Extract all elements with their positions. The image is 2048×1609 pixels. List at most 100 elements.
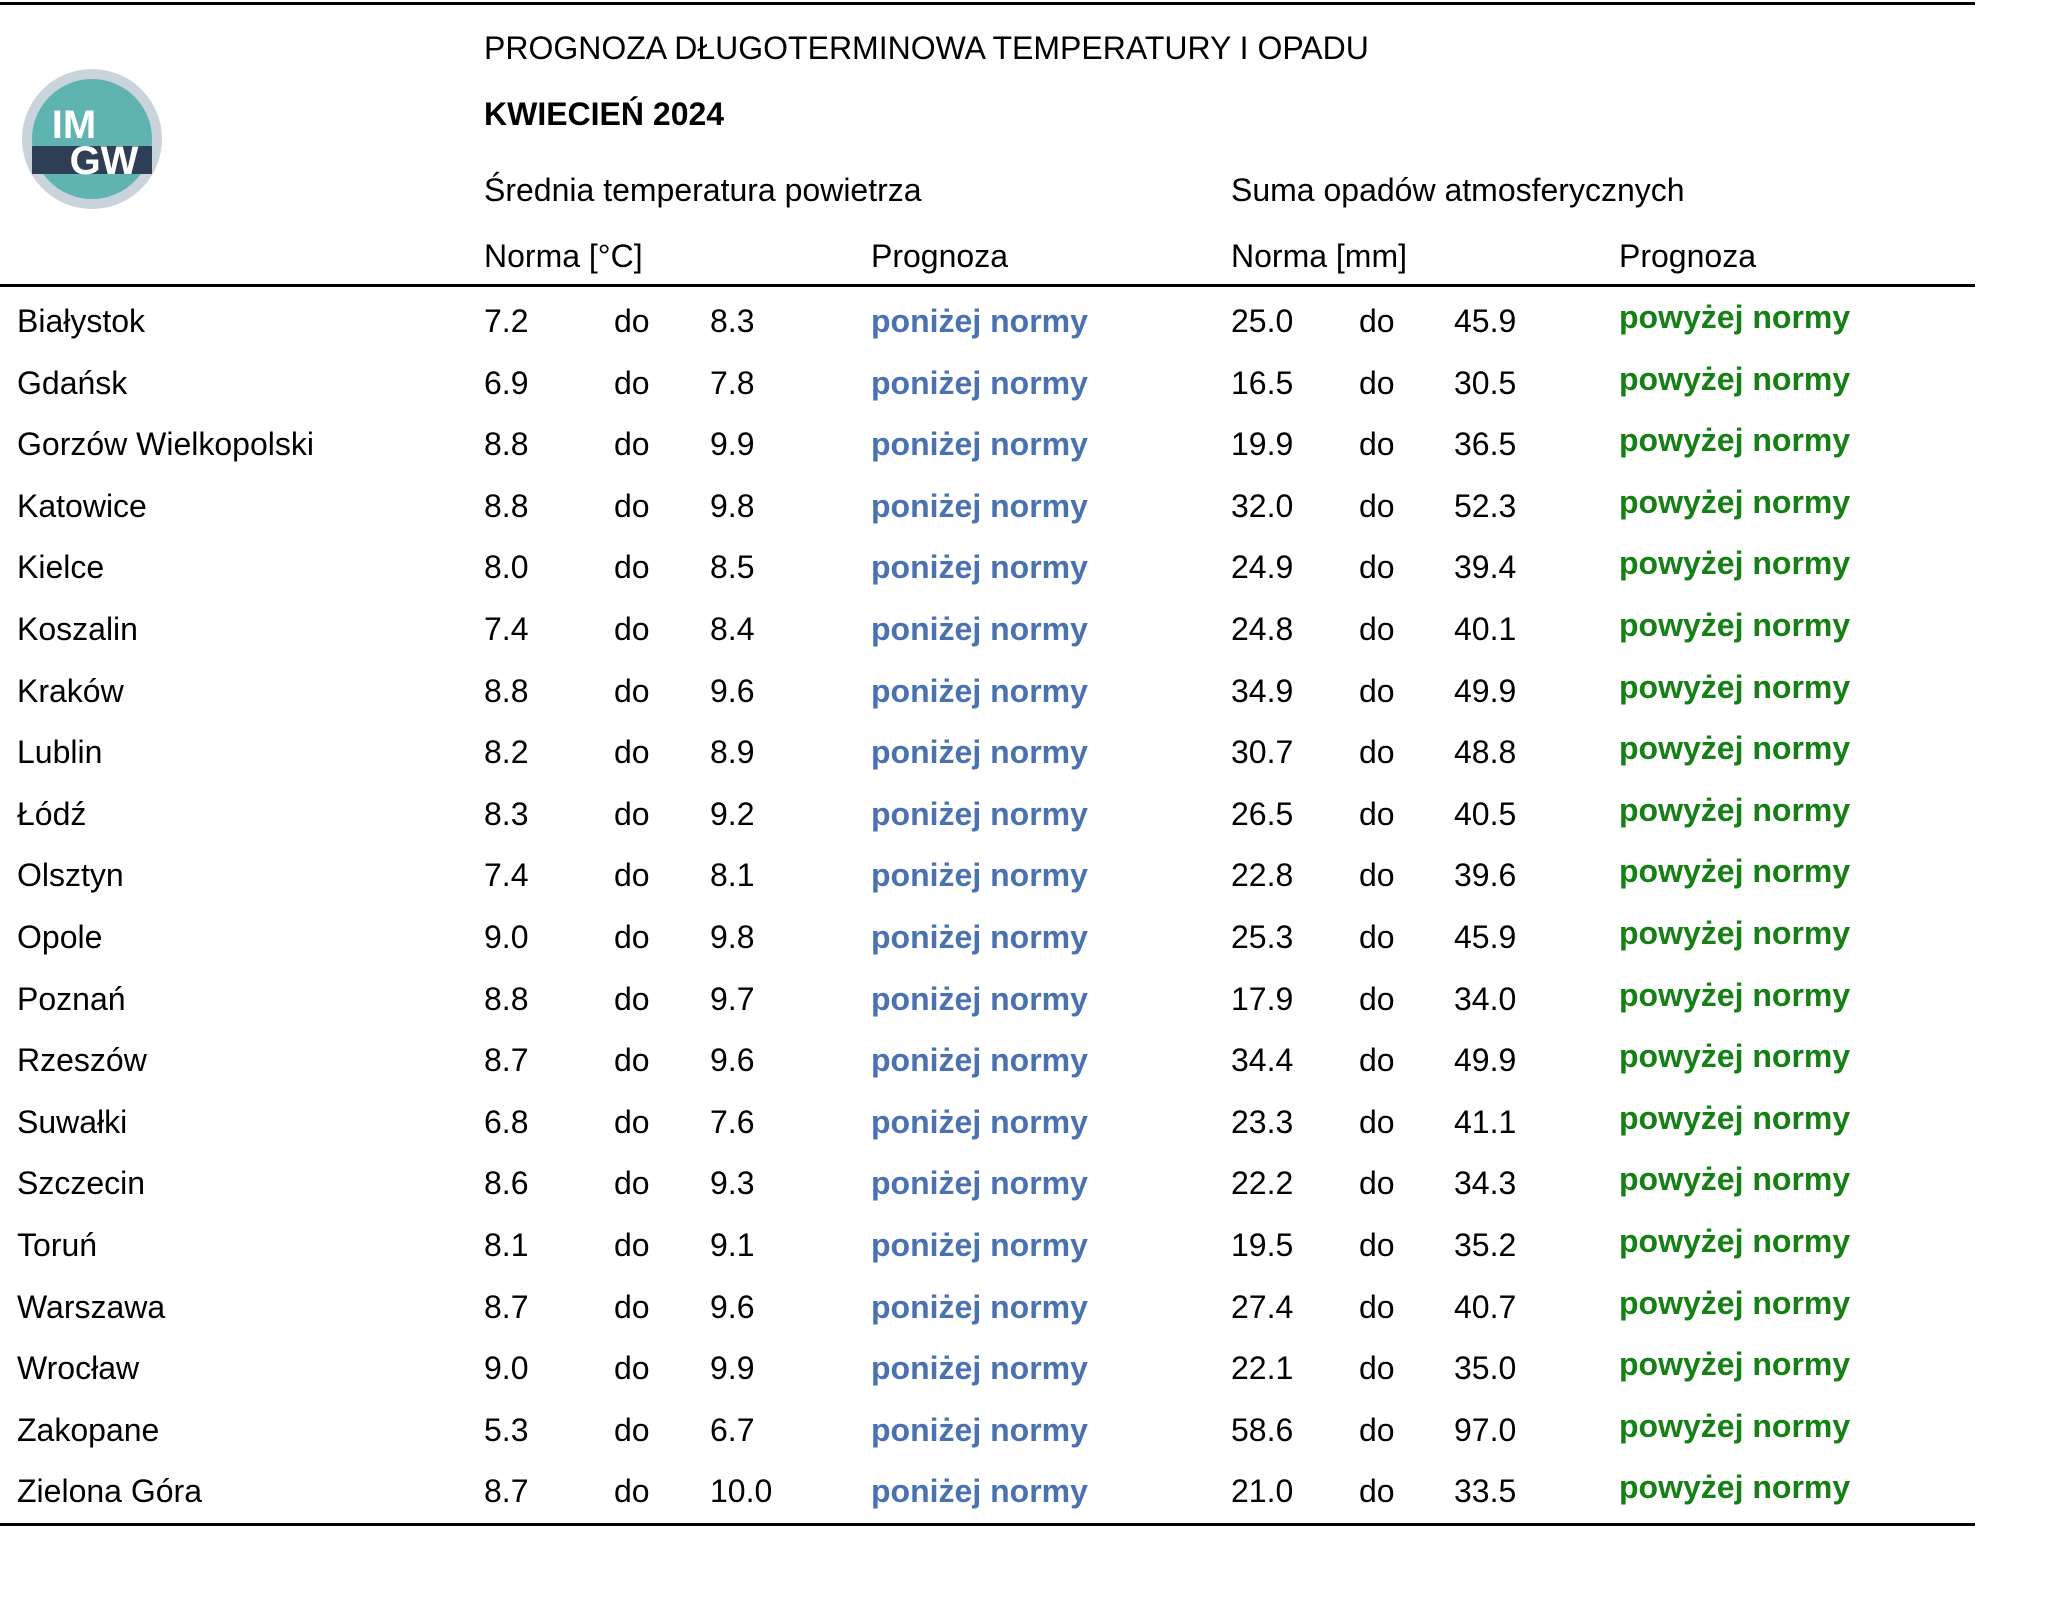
precip-min: 30.7	[1231, 734, 1294, 771]
precip-forecast: powyżej normy	[1619, 1346, 1851, 1383]
precip-min: 34.9	[1231, 672, 1294, 709]
precip-forecast: powyżej normy	[1619, 1038, 1851, 1075]
precip-min: 22.2	[1231, 1165, 1294, 1202]
title: PROGNOZA DŁUGOTERMINOWA TEMPERATURY I OP…	[484, 30, 1369, 66]
temp-min: 8.7	[484, 1473, 529, 1510]
city: Warszawa	[17, 1288, 166, 1325]
precip-min: 27.4	[1231, 1288, 1294, 1325]
temp-max: 9.8	[710, 919, 755, 955]
temp-max: 8.1	[710, 857, 755, 894]
precip-forecast: powyżej normy	[1619, 915, 1851, 951]
top-rule	[0, 2, 1975, 5]
temp-forecast: poniżej normy	[871, 919, 1088, 955]
precip-forecast: powyżej normy	[1619, 545, 1851, 582]
range-word: do	[1359, 549, 1395, 586]
temp-forecast: poniżej normy	[871, 1103, 1088, 1140]
range-word: do	[1359, 426, 1395, 463]
temp-max: 8.3	[710, 303, 755, 339]
temp-min: 5.3	[484, 1411, 529, 1448]
range-word: do	[614, 549, 650, 586]
temp-forecast: poniżej normy	[871, 1288, 1088, 1325]
precip-forecast: powyżej normy	[1619, 1407, 1851, 1444]
precip-forecast: powyżej normy	[1619, 1223, 1851, 1259]
precip-max: 97.0	[1454, 1411, 1517, 1448]
precip-max: 49.9	[1454, 1042, 1517, 1079]
range-word: do	[614, 1350, 650, 1387]
temp-forecast: poniżej normy	[871, 672, 1088, 709]
range-word: do	[614, 611, 650, 647]
city: Zielona Góra	[17, 1473, 202, 1510]
precip-max: 35.2	[1454, 1227, 1517, 1263]
temp-min: 9.0	[484, 1350, 529, 1387]
precip-max: 35.0	[1454, 1350, 1517, 1387]
city: Opole	[17, 919, 103, 955]
temp-max: 7.6	[710, 1103, 755, 1140]
city: Toruń	[17, 1227, 98, 1263]
temp-max: 9.8	[710, 487, 755, 524]
range-word: do	[614, 1411, 650, 1448]
temp-max: 9.6	[710, 1288, 755, 1325]
range-word: do	[1359, 1042, 1395, 1079]
precip-min: 21.0	[1231, 1473, 1294, 1510]
precip-min: 19.9	[1231, 426, 1294, 463]
precip-forecast: powyżej normy	[1619, 1161, 1851, 1198]
range-word: do	[1359, 1473, 1395, 1510]
range-word: do	[614, 919, 650, 955]
precip-forecast: powyżej normy	[1619, 1284, 1851, 1321]
temp-min: 8.2	[484, 734, 529, 771]
range-word: do	[1359, 364, 1395, 401]
range-word: do	[614, 857, 650, 894]
city: Szczecin	[17, 1165, 146, 1202]
range-word: do	[1359, 487, 1395, 524]
temp-min: 8.8	[484, 672, 529, 709]
temp-forecast: poniżej normy	[871, 611, 1088, 647]
temp-forecast: poniżej normy	[871, 1165, 1088, 1202]
city: Kraków	[17, 672, 124, 709]
precip-forecast: powyżej normy	[1619, 360, 1851, 397]
temp-max: 7.8	[710, 364, 755, 401]
precip-forecast: powyżej normy	[1619, 1469, 1851, 1506]
temp-max: 9.7	[710, 980, 755, 1017]
temp-max: 9.9	[710, 1350, 755, 1387]
precip-max: 45.9	[1454, 919, 1517, 955]
precip-forecast: powyżej normy	[1619, 853, 1851, 890]
temp-min: 7.2	[484, 303, 529, 339]
range-word: do	[614, 1288, 650, 1325]
column-header: Prognoza	[1619, 238, 1756, 274]
precip-forecast: powyżej normy	[1619, 730, 1851, 767]
range-word: do	[1359, 1350, 1395, 1387]
temp-max: 8.4	[710, 611, 755, 647]
temp-min: 6.8	[484, 1103, 529, 1140]
range-word: do	[614, 980, 650, 1017]
temp-max: 9.1	[710, 1227, 755, 1263]
precip-min: 58.6	[1231, 1411, 1294, 1448]
precip-max: 30.5	[1454, 364, 1517, 401]
range-word: do	[614, 364, 650, 401]
temp-forecast: poniżej normy	[871, 487, 1088, 524]
range-word: do	[614, 795, 650, 832]
precip-max: 40.1	[1454, 611, 1517, 647]
city: Suwałki	[17, 1103, 128, 1140]
precip-min: 17.9	[1231, 980, 1294, 1017]
temp-min: 8.3	[484, 795, 529, 832]
range-word: do	[1359, 795, 1395, 832]
precip-max: 40.7	[1454, 1288, 1517, 1325]
precip-max: 33.5	[1454, 1473, 1517, 1510]
precip-max: 34.3	[1454, 1165, 1517, 1202]
temp-min: 8.0	[484, 549, 529, 586]
temp-max: 9.6	[710, 672, 755, 709]
temp-forecast: poniżej normy	[871, 1042, 1088, 1079]
temp-min: 9.0	[484, 919, 529, 955]
temp-forecast: poniżej normy	[871, 1411, 1088, 1448]
precip-max: 39.4	[1454, 549, 1517, 586]
temp-forecast: poniżej normy	[871, 734, 1088, 771]
city: Olsztyn	[17, 857, 124, 894]
temp-max: 10.0	[710, 1473, 773, 1510]
temp-min: 7.4	[484, 611, 529, 647]
column-header: Norma [mm]	[1231, 238, 1407, 274]
precip-forecast: powyżej normy	[1619, 422, 1851, 459]
precip-min: 23.3	[1231, 1103, 1294, 1140]
range-word: do	[1359, 611, 1395, 647]
precip-min: 24.8	[1231, 611, 1294, 647]
